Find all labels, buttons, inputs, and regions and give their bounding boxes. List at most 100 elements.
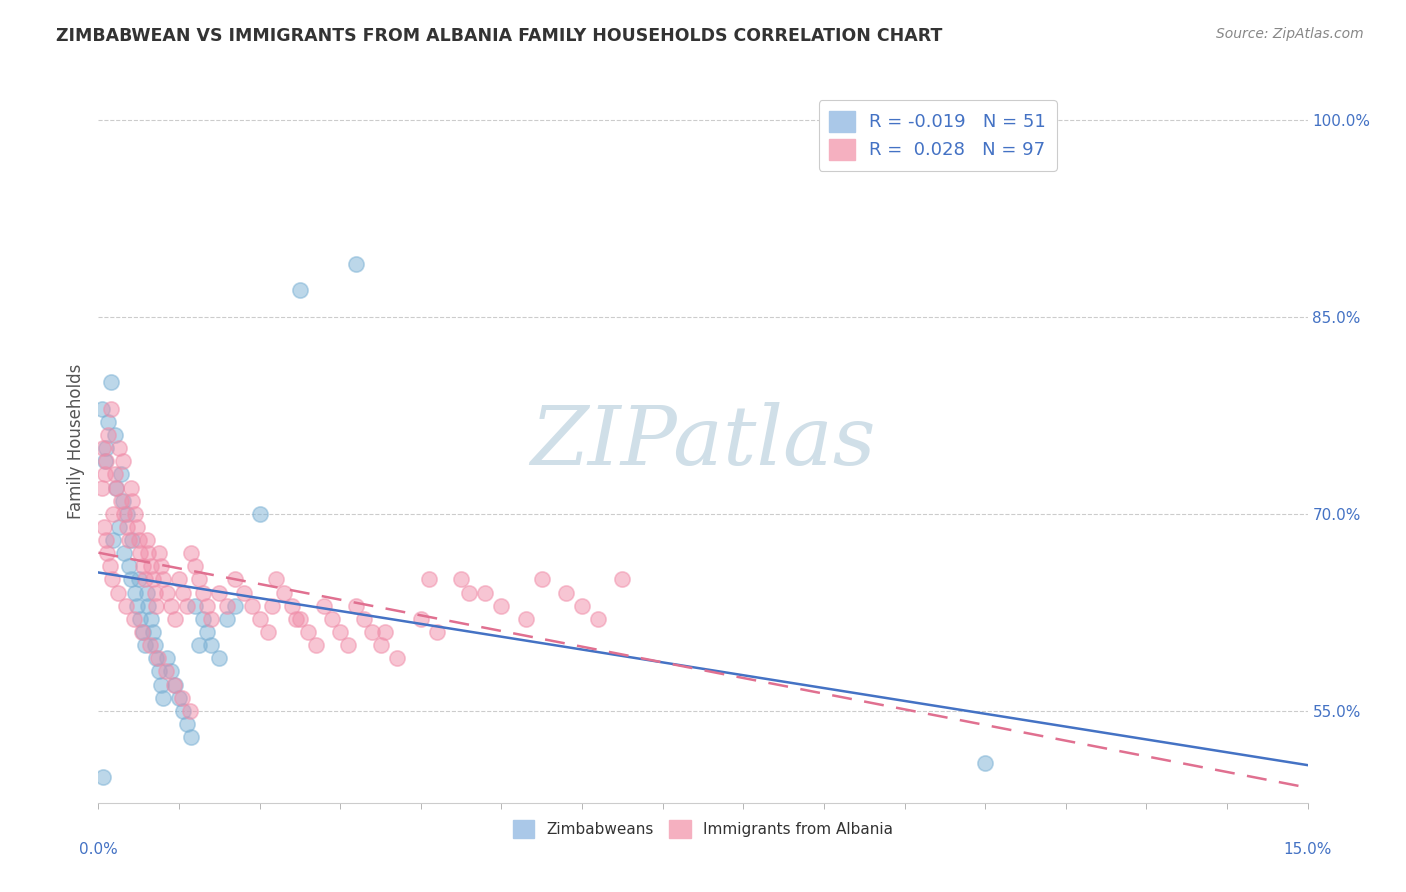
Point (134, 638, 156, 652)
Point (172, 690, 194, 705)
Text: Source: ZipAtlas.com: Source: ZipAtlas.com (1216, 27, 1364, 41)
Point (96, 454, 118, 468)
Point (264, 573, 287, 587)
Point (103, 467, 125, 482)
Point (385, 651, 408, 665)
Point (321, 612, 343, 626)
Point (97, 428, 120, 442)
Point (129, 546, 152, 560)
Point (491, 599, 513, 613)
Point (139, 612, 162, 626)
Point (172, 585, 194, 599)
Point (418, 573, 440, 587)
Point (555, 585, 578, 599)
Legend: Zimbabweans, Immigrants from Albania: Zimbabweans, Immigrants from Albania (505, 813, 901, 846)
Point (273, 585, 295, 599)
Text: 15.0%: 15.0% (1284, 842, 1331, 856)
Point (121, 493, 143, 508)
Point (96, 441, 118, 455)
Point (115, 507, 138, 521)
Point (101, 507, 124, 521)
Point (103, 428, 125, 442)
Point (160, 665, 183, 679)
Point (138, 546, 160, 560)
Text: ZIMBABWEAN VS IMMIGRANTS FROM ALBANIA FAMILY HOUSEHOLDS CORRELATION CHART: ZIMBABWEAN VS IMMIGRANTS FROM ALBANIA FA… (56, 27, 942, 45)
Point (344, 599, 367, 613)
Point (128, 533, 150, 547)
Point (586, 612, 609, 626)
Point (163, 612, 186, 626)
Point (145, 651, 167, 665)
Point (200, 638, 222, 652)
Point (96, 546, 118, 560)
Point (172, 704, 194, 718)
Point (155, 665, 177, 679)
Point (150, 559, 173, 574)
Point (107, 441, 129, 455)
Point (314, 599, 336, 613)
Point (139, 638, 162, 652)
Point (143, 638, 166, 652)
Point (139, 559, 162, 574)
Point (100, 376, 122, 390)
Point (127, 520, 149, 534)
Point (91, 401, 114, 416)
Point (370, 638, 392, 652)
Y-axis label: Family Households: Family Households (66, 364, 84, 519)
Point (297, 625, 319, 640)
Point (260, 599, 283, 613)
Point (156, 651, 179, 665)
Point (120, 573, 142, 587)
Point (450, 573, 472, 587)
Point (256, 625, 278, 640)
Point (337, 638, 360, 652)
Point (91, 441, 114, 455)
Point (344, 257, 367, 271)
Point (107, 585, 129, 599)
Point (249, 507, 271, 521)
Point (90, 481, 112, 495)
Point (179, 704, 201, 718)
Point (122, 612, 145, 626)
Point (353, 612, 375, 626)
Point (167, 690, 190, 705)
Point (100, 401, 122, 416)
Point (612, 573, 634, 587)
Point (150, 677, 173, 691)
Point (148, 546, 170, 560)
Point (101, 573, 124, 587)
Point (105, 481, 128, 495)
Point (329, 625, 352, 640)
Point (240, 599, 263, 613)
Point (98, 559, 121, 574)
Point (288, 284, 311, 298)
Point (163, 677, 186, 691)
Point (284, 612, 307, 626)
Point (217, 599, 239, 613)
Point (114, 599, 136, 613)
Point (112, 507, 135, 521)
Point (94, 454, 117, 468)
Point (105, 481, 128, 495)
Point (288, 612, 311, 626)
Point (118, 559, 141, 574)
Point (163, 677, 186, 691)
Point (515, 612, 537, 626)
Point (224, 573, 246, 587)
Point (115, 520, 138, 534)
Point (305, 638, 328, 652)
Point (142, 625, 165, 640)
Point (148, 665, 170, 679)
Point (135, 585, 157, 599)
Point (208, 651, 231, 665)
Point (134, 573, 156, 587)
Point (156, 585, 179, 599)
Point (152, 690, 174, 705)
Point (135, 533, 157, 547)
Point (180, 546, 202, 560)
Point (107, 520, 129, 534)
Point (138, 599, 160, 613)
Point (571, 599, 593, 613)
Point (142, 573, 165, 587)
Point (208, 585, 231, 599)
